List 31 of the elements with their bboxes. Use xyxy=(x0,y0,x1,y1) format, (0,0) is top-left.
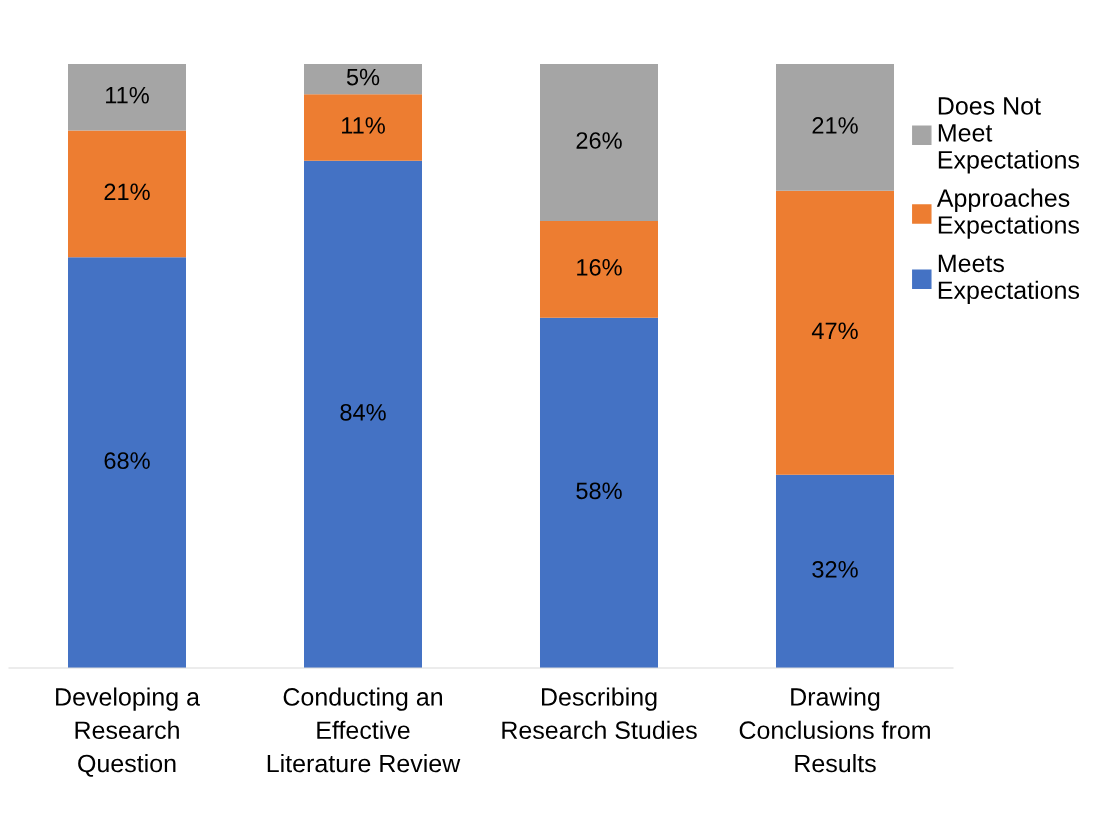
bar xyxy=(304,94,422,161)
data-label: 26% xyxy=(576,132,622,149)
bar xyxy=(304,160,422,668)
x-tick-label: Drawing Conclusions from Results xyxy=(739,687,930,773)
x-tick-label: Describing Research Studies xyxy=(502,687,697,740)
bar xyxy=(776,64,894,191)
data-label: 11% xyxy=(106,86,149,104)
legend-label: Meets Expectations xyxy=(938,254,1080,305)
data-label: 84% xyxy=(340,403,386,421)
data-label: 68% xyxy=(104,452,150,469)
bar xyxy=(68,130,186,258)
bar xyxy=(776,190,894,475)
bar xyxy=(304,64,422,95)
bar xyxy=(540,64,658,222)
bar xyxy=(68,257,186,668)
data-label: 16% xyxy=(577,258,622,276)
data-label: 58% xyxy=(576,482,622,500)
data-label: 11% xyxy=(342,117,385,134)
bar xyxy=(540,221,658,318)
data-label: 32% xyxy=(812,560,858,578)
bar xyxy=(776,474,894,668)
bar xyxy=(68,64,186,131)
data-label: 21% xyxy=(812,117,858,134)
legend-label: Does Not Meet Expectations xyxy=(938,97,1080,174)
data-label: 5% xyxy=(346,68,380,86)
bar xyxy=(540,317,658,668)
legend-label: Approaches Expectations xyxy=(936,188,1080,239)
data-label: 47% xyxy=(811,322,858,340)
data-label: 21% xyxy=(104,183,150,201)
x-tick-label: Conducting an Effective Literature Review xyxy=(267,687,461,773)
x-tick-label: Developing a Research Question xyxy=(56,687,200,777)
